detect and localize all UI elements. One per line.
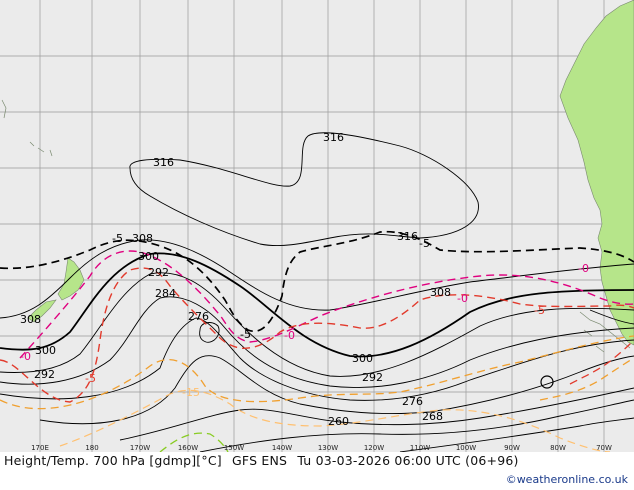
- isotherm-minus20: [159, 432, 229, 452]
- title-valid-time: Tu 03-03-2026 06:00 UTC (06+96): [297, 453, 519, 468]
- label-292-a: 292: [148, 266, 169, 279]
- lon-label-80w: 80W: [550, 444, 566, 452]
- lon-label-180: 180: [85, 444, 98, 452]
- title-product: Height/Temp. 700 hPa [gdmp][°C]: [4, 453, 222, 468]
- lon-label-160w: 160W: [178, 444, 198, 452]
- title-model: GFS ENS: [232, 453, 288, 468]
- label-276-b: 276: [402, 395, 423, 408]
- new-zealand-south-island: [27, 299, 57, 323]
- temperature-isotherms: [0, 230, 634, 452]
- isotherm-minus5-east: [569, 339, 634, 385]
- label-300-a: 300: [138, 250, 159, 263]
- height-contour-south: [589, 309, 634, 325]
- label-260: 260: [328, 415, 349, 428]
- lon-label-110w: 110W: [410, 444, 430, 452]
- label-308-a: 308: [132, 232, 153, 245]
- map-title: Height/Temp. 700 hPa [gdmp][°C] GFS ENS …: [4, 453, 525, 468]
- ocean-background: [0, 0, 634, 452]
- isotherm-minus5-north: [0, 230, 634, 333]
- height-contour-closed-low: [540, 375, 554, 389]
- height-contour-252: [199, 399, 634, 452]
- lon-label-90w: 90W: [504, 444, 520, 452]
- label-284: 284: [155, 287, 176, 300]
- isotherm-minus10: [0, 335, 634, 410]
- height-contours: [0, 132, 634, 452]
- weather-map: 316 316 316 308 308 308 300 300 300 292 …: [0, 0, 634, 452]
- lon-label-150w: 150W: [224, 444, 244, 452]
- label-316-b: 316: [153, 156, 174, 169]
- label-268: 268: [422, 410, 443, 423]
- lon-label-140w: 140W: [272, 444, 292, 452]
- height-contour-276: [0, 317, 634, 401]
- south-america-land: [559, 0, 634, 346]
- height-contour-300: [0, 252, 634, 358]
- lon-label-170e: 170E: [31, 444, 49, 452]
- height-contour-260: [119, 387, 634, 441]
- height-contour-low-ring: [199, 322, 220, 343]
- map-footer: Height/Temp. 700 hPa [gdmp][°C] GFS ENS …: [0, 452, 634, 490]
- label-temp-minus5-c: -5: [240, 328, 251, 341]
- contour-labels: 316 316 316 308 308 308 300 300 300 292 …: [20, 131, 589, 428]
- label-316-c: 316: [397, 230, 418, 243]
- lon-label-100w: 100W: [456, 444, 476, 452]
- lon-label-120w: 120W: [364, 444, 384, 452]
- lon-label-70w: 70W: [596, 444, 612, 452]
- label-temp-minus5-b: -5: [419, 237, 430, 250]
- label-292-c: 292: [362, 371, 383, 384]
- height-contour-316: [129, 132, 479, 247]
- label-308-b: 308: [430, 286, 451, 299]
- height-contour-308: [0, 239, 634, 319]
- isotherm-minus5-south: [0, 267, 634, 403]
- height-contour-284: [0, 296, 634, 388]
- label-temp-minus5-a: -5: [112, 232, 123, 245]
- lon-label-130w: 130W: [318, 444, 338, 452]
- height-contour-268: [39, 355, 634, 425]
- label-276-a: 276: [188, 310, 209, 323]
- label-300-b: 300: [35, 344, 56, 357]
- label-temp-minus5-d: -5: [85, 372, 96, 385]
- label-temp-minus5-e: -5: [534, 304, 545, 317]
- new-zealand-north-island: [57, 257, 85, 301]
- label-300-c: 300: [352, 352, 373, 365]
- label-temp-0-a: -0: [457, 292, 468, 305]
- label-temp-minus15: -15: [182, 386, 200, 399]
- label-316-a: 316: [323, 131, 344, 144]
- label-292-b: 292: [34, 368, 55, 381]
- label-temp-0-b: -0: [284, 329, 295, 342]
- isotherm-minus15: [59, 389, 611, 452]
- isotherm-0: [19, 250, 634, 359]
- lon-label-170w: 170W: [130, 444, 150, 452]
- longitude-labels: 170E 180 170W 160W 150W 140W 130W 120W 1…: [31, 444, 612, 452]
- label-308-c: 308: [20, 313, 41, 326]
- land-masses: [27, 0, 634, 346]
- label-temp-0-d: -0: [578, 262, 589, 275]
- credit-link[interactable]: ©weatheronline.co.uk: [505, 473, 628, 486]
- height-contour-244: [399, 417, 634, 452]
- isotherm-minus10-east: [539, 357, 634, 401]
- label-temp-0-c: -0: [20, 350, 31, 363]
